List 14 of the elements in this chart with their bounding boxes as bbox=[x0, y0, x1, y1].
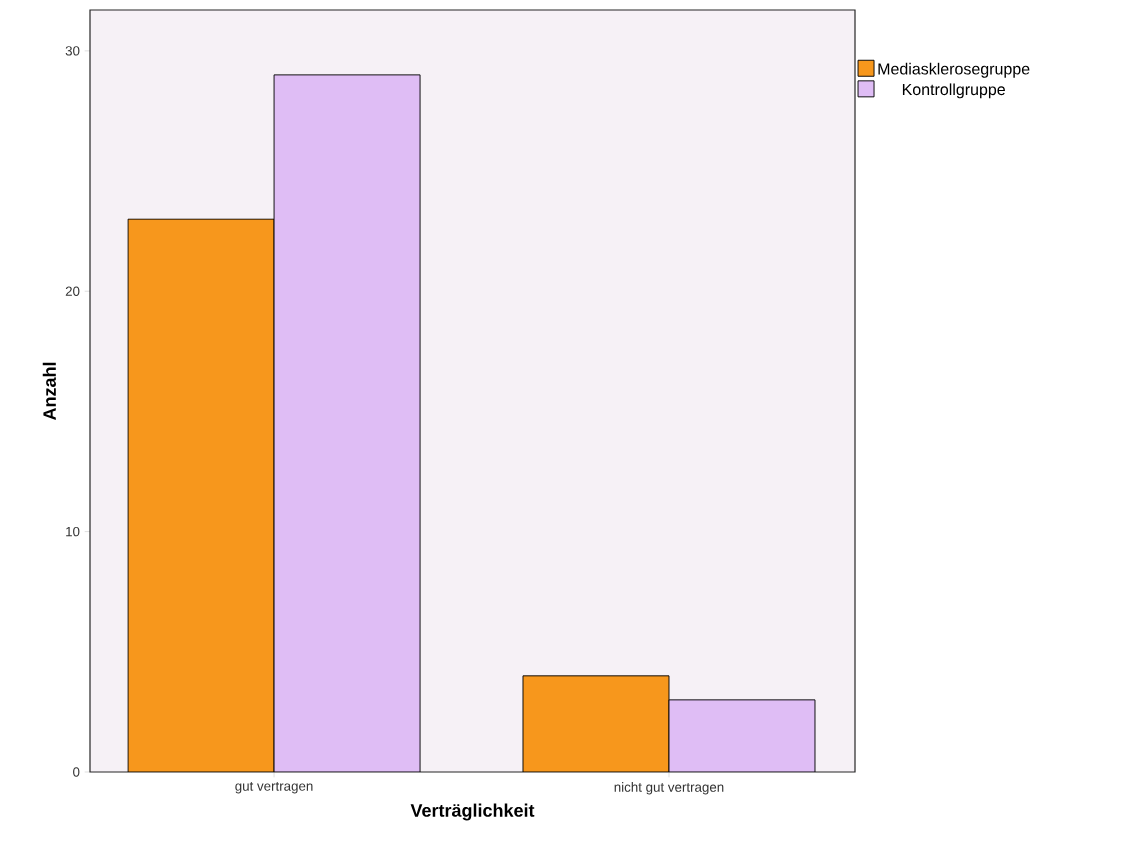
y-tick-label: 20 bbox=[65, 286, 80, 296]
y-axis-title: Anzahl bbox=[42, 362, 56, 421]
y-tick-label: 0 bbox=[73, 767, 80, 777]
x-axis-title: Verträglichkeit bbox=[410, 803, 535, 821]
x-tick-label: nicht gut vertragen bbox=[614, 782, 724, 795]
bar bbox=[127, 218, 275, 772]
legend-label: Mediasklerosegruppe bbox=[878, 62, 1030, 78]
bar bbox=[522, 675, 670, 772]
legend-label: Kontrollgruppe bbox=[902, 83, 1005, 99]
y-tick-label: 30 bbox=[65, 46, 80, 56]
bar bbox=[668, 699, 816, 772]
y-tick-label: 10 bbox=[66, 526, 80, 537]
x-tick-label: gut vertragen bbox=[235, 782, 313, 794]
bar bbox=[273, 74, 421, 772]
